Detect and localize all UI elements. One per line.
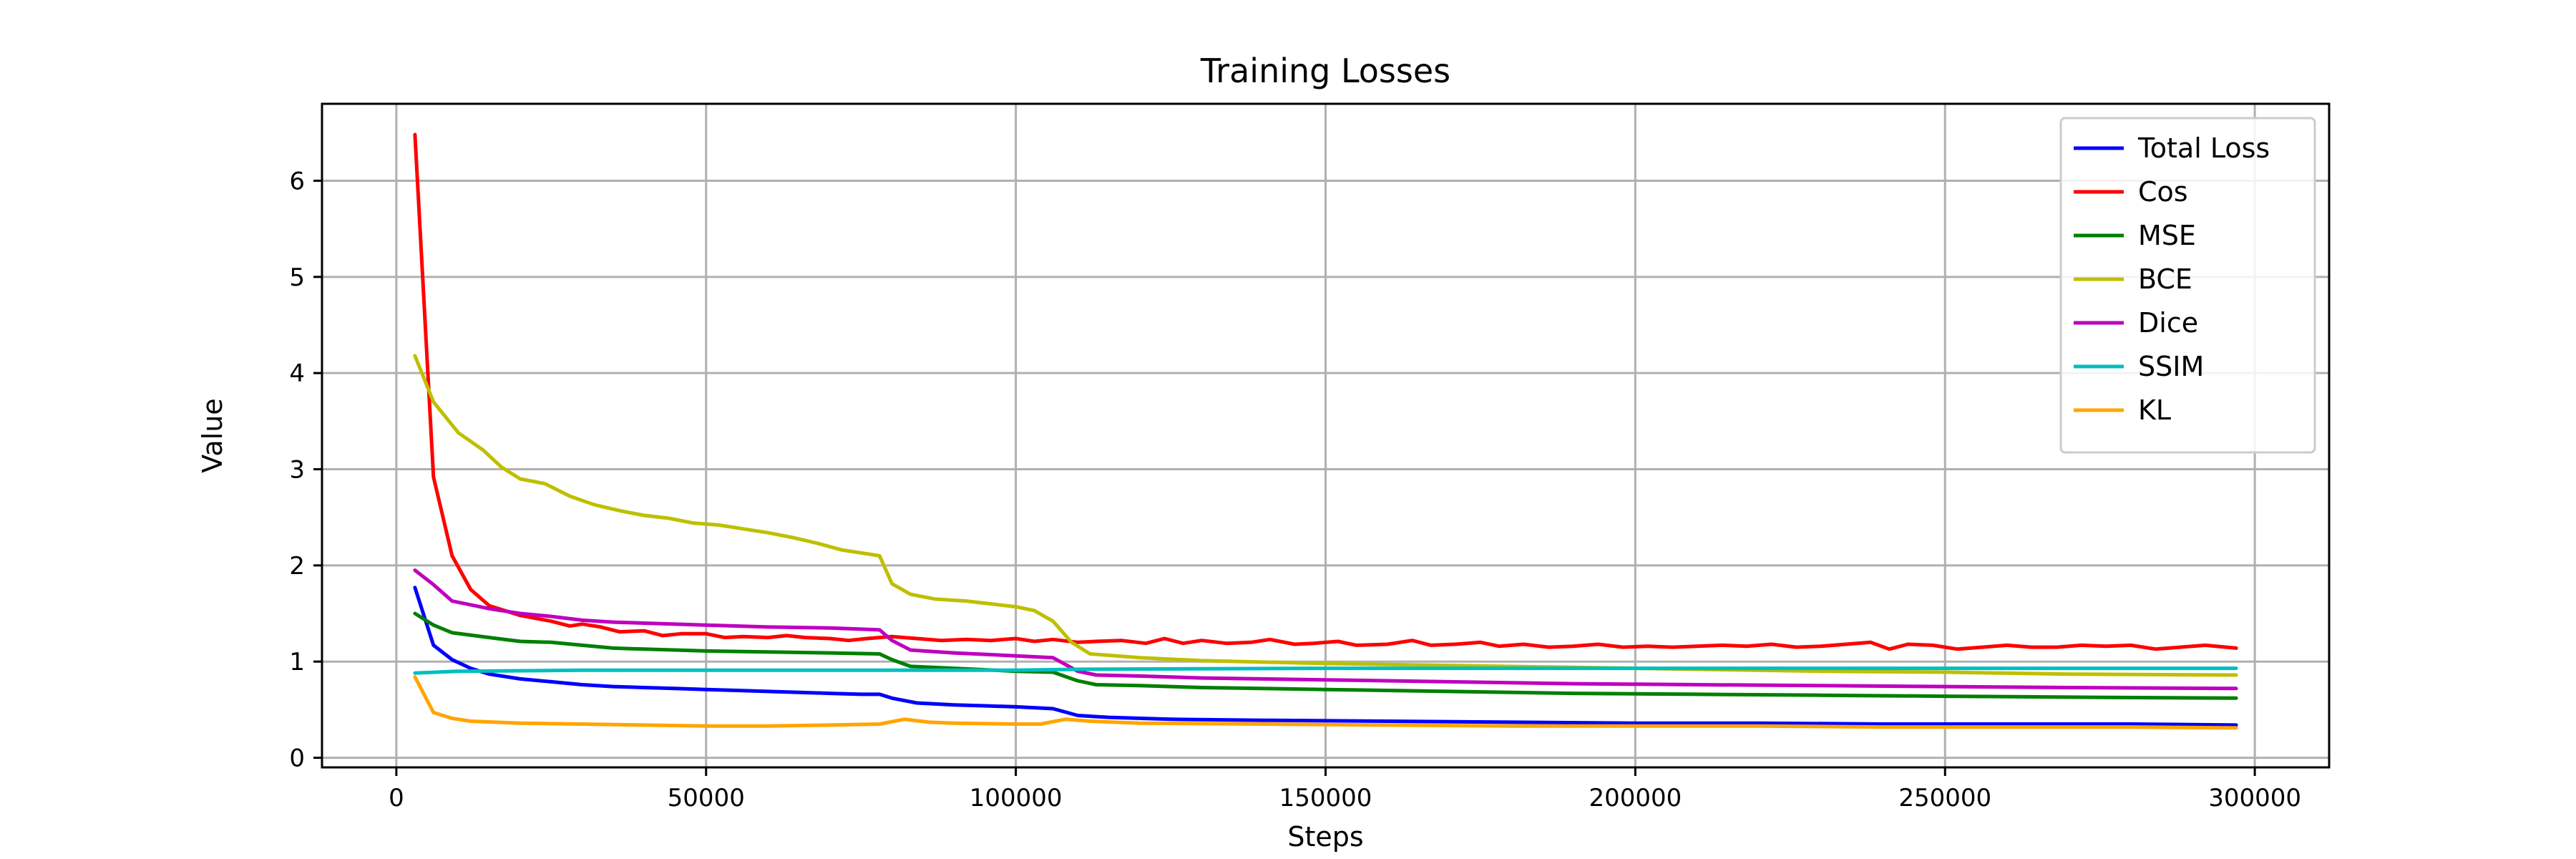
x-tick-label: 50000 <box>668 784 745 812</box>
series-line-dice <box>413 568 2238 691</box>
series-lines <box>413 132 2238 730</box>
legend: Total Loss Cos MSE BCE Dice SSIM KL <box>2059 117 2316 454</box>
series-line-ssim <box>413 666 2238 675</box>
legend-label-bce: BCE <box>2138 263 2192 295</box>
legend-label-cos: Cos <box>2138 176 2188 208</box>
y-axis-label: Value <box>197 398 228 472</box>
grid <box>322 104 2329 767</box>
legend-label-mse: MSE <box>2138 220 2196 251</box>
y-tick-label: 1 <box>289 648 305 676</box>
x-tick-label: 300000 <box>2208 784 2301 812</box>
x-tick-label: 150000 <box>1279 784 1372 812</box>
y-tick-label: 6 <box>289 167 305 195</box>
x-tick-label: 200000 <box>1589 784 1682 812</box>
series-line-total-loss <box>413 586 2238 727</box>
legend-label-total-loss: Total Loss <box>2137 132 2270 164</box>
legend-label-dice: Dice <box>2138 307 2198 339</box>
x-tick-label: 250000 <box>1898 784 1991 812</box>
x-tick-label: 0 <box>389 784 404 812</box>
legend-box <box>2059 117 2316 454</box>
axis-ticks: 0 50000 100000 150000 200000 250000 300000 0 1 2 3… <box>289 167 2301 812</box>
chart-title: Training Losses <box>1200 52 1450 90</box>
legend-label-ssim: SSIM <box>2138 351 2204 382</box>
series-line-mse <box>413 611 2238 700</box>
x-axis-label: Steps <box>1287 821 1363 853</box>
y-tick-label: 0 <box>289 744 305 773</box>
y-tick-label: 4 <box>289 359 305 388</box>
series-line-bce <box>413 354 2238 677</box>
y-tick-label: 2 <box>289 552 305 581</box>
x-tick-label: 100000 <box>970 784 1063 812</box>
y-tick-label: 5 <box>289 263 305 292</box>
series-line-cos <box>413 132 2238 651</box>
series-line-kl <box>413 675 2238 730</box>
y-tick-label: 3 <box>289 456 305 485</box>
legend-label-kl: KL <box>2138 394 2171 426</box>
